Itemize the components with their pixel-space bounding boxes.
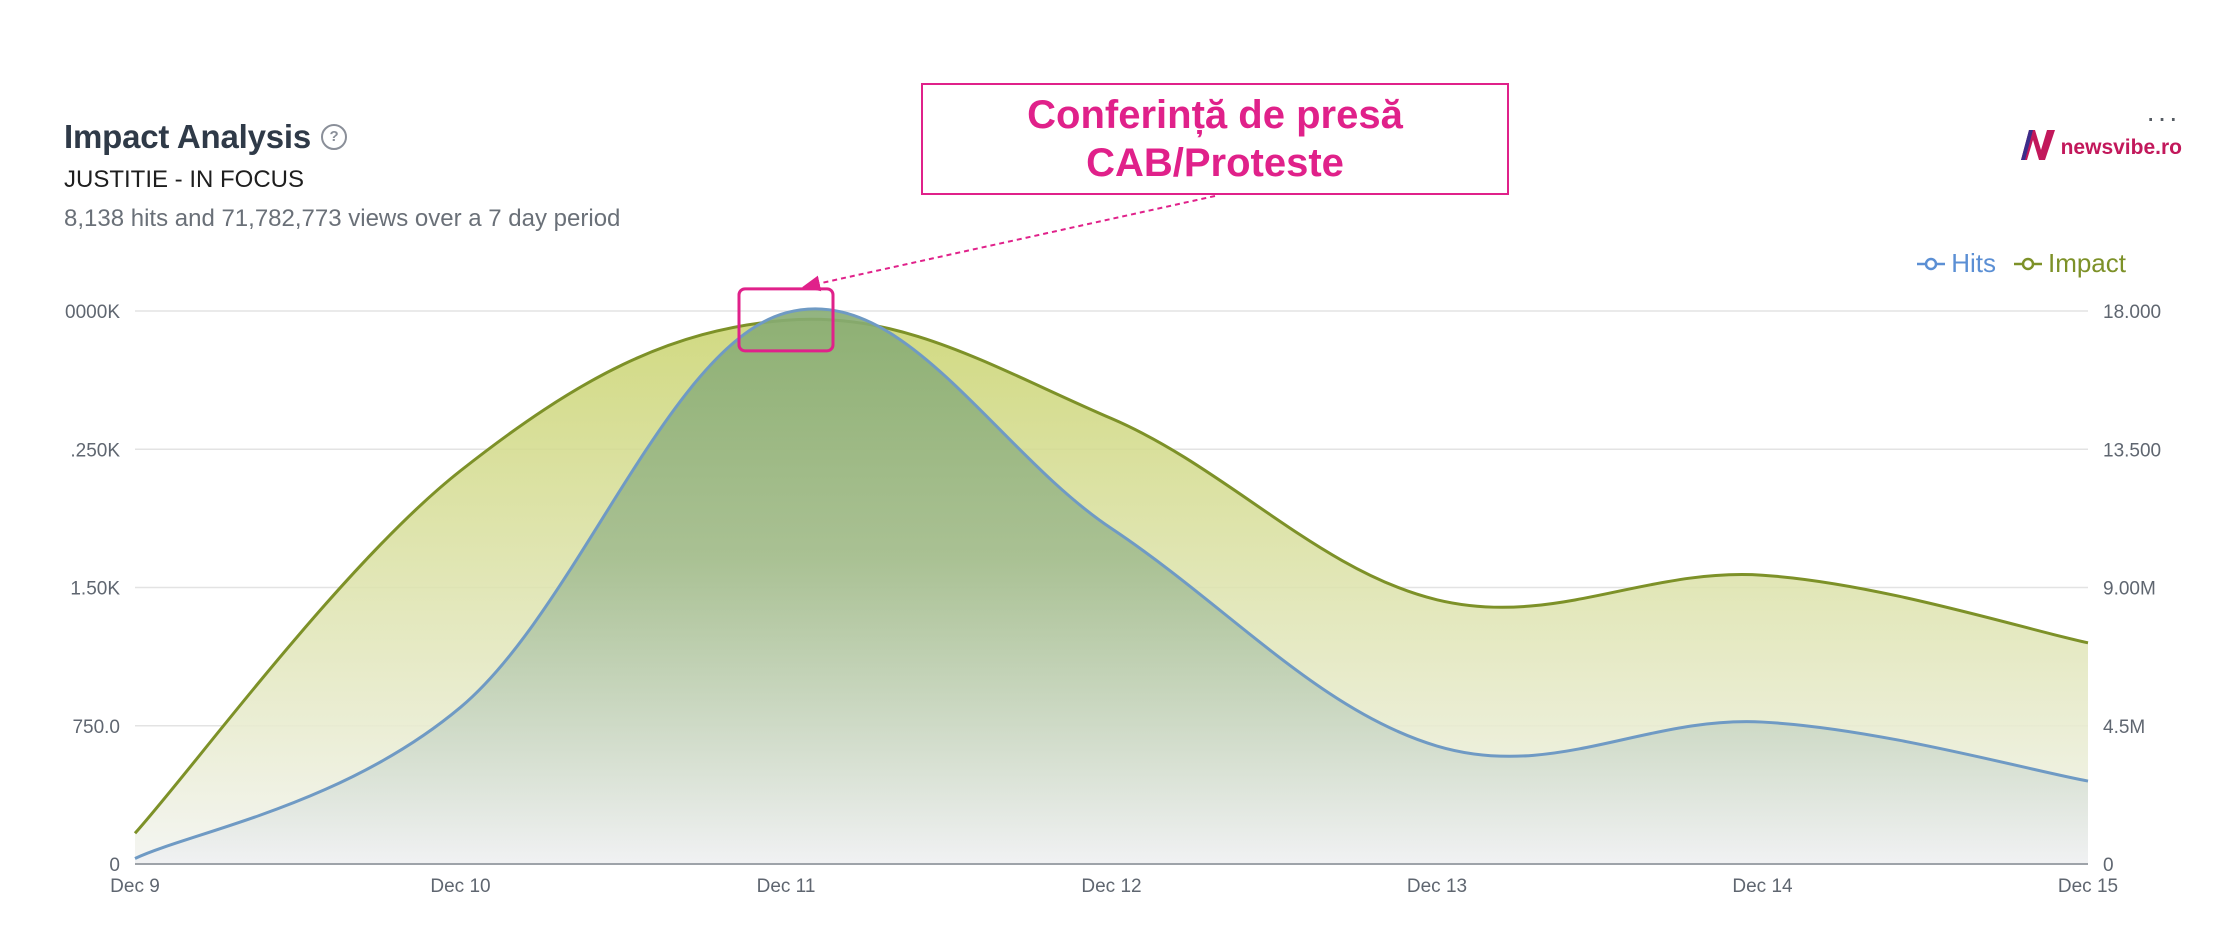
- annotation-callout: Conferință de presă CAB/Proteste: [921, 83, 1509, 195]
- help-icon[interactable]: ?: [321, 124, 348, 150]
- x-tick-label: Dec 15: [2058, 876, 2118, 897]
- legend-hits-marker-icon: [1917, 257, 1946, 270]
- page-title: Impact Analysis: [64, 118, 312, 155]
- annotation: [737, 195, 1216, 353]
- y-left-tick-label: .250K: [70, 440, 120, 461]
- hits-area: [135, 308, 2088, 865]
- legend-impact-marker-icon: [2013, 257, 2042, 270]
- hits-series: [134, 307, 2089, 865]
- hits-line: [134, 307, 2089, 860]
- legend-item-hits[interactable]: Hits: [1917, 248, 1996, 279]
- x-tick-label: Dec 10: [430, 876, 490, 897]
- annotation-arrow: [802, 195, 1216, 292]
- legend-label-impact: Impact: [2047, 248, 2126, 278]
- title-row: Impact Analysis ?: [64, 118, 620, 156]
- y-right-tick-label: 18.000: [2103, 302, 2161, 323]
- peak-highlight-box: [737, 287, 835, 353]
- y-right-tick-label: 9.00M: [2103, 579, 2156, 600]
- y-left-tick-label: 750.0: [72, 717, 120, 738]
- chart-summary: 8,138 hits and 71,782,773 views over a 7…: [64, 205, 621, 232]
- x-tick-label: Dec 11: [757, 876, 816, 897]
- y-left-tick-label: 0: [109, 855, 120, 876]
- brand-n-icon: [2020, 130, 2055, 160]
- legend-item-impact[interactable]: Impact: [2013, 248, 2126, 279]
- brand-logo: newsvibe.ro: [2019, 128, 2182, 162]
- y-left-tick-label: 0000K: [65, 302, 120, 323]
- x-tick-label: Dec 9: [110, 876, 160, 897]
- x-tick-label: Dec 14: [1732, 876, 1793, 897]
- legend-label-hits: Hits: [1951, 248, 1996, 278]
- chart-subtitle: JUSTITIE - IN FOCUS: [64, 166, 304, 193]
- y-right-tick-label: 0: [2103, 855, 2114, 876]
- brand-name: newsvibe.ro: [2060, 136, 2182, 159]
- more-options-button[interactable]: ···: [2146, 102, 2180, 133]
- y-right-tick-label: 4.5M: [2103, 717, 2145, 738]
- axes: 0 0 750.0 4.5M 1.50K 9.00M .250K 13.500 0000K 18.…: [65, 302, 2161, 897]
- y-left-tick-label: 1.50K: [70, 579, 120, 600]
- chart-header: Impact Analysis ? JUSTITIE - IN FOCUS 8,…: [64, 118, 620, 233]
- impact-line: [133, 317, 2089, 835]
- x-tick-label: Dec 12: [1081, 876, 1141, 897]
- x-tick-label: Dec 13: [1407, 876, 1467, 897]
- y-right-tick-label: 13.500: [2103, 440, 2161, 461]
- chart-legend: Hits Impact: [1917, 248, 2126, 279]
